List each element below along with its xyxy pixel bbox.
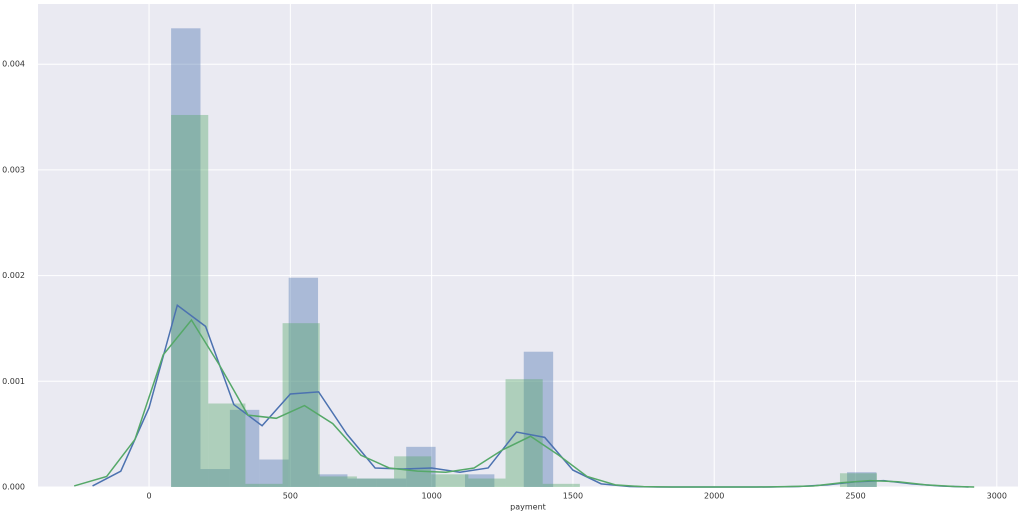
histogram-bar [319, 476, 357, 487]
histogram-bar [208, 403, 246, 487]
y-tick-label: 0.003 [2, 165, 25, 174]
histogram-bar [282, 323, 320, 487]
histogram-bar [523, 351, 554, 487]
histogram-bar [839, 473, 877, 487]
histogram-bar [431, 474, 469, 487]
x-tick-label: 500 [283, 492, 298, 501]
histogram-bar [171, 28, 201, 488]
histogram-bar [318, 474, 348, 487]
x-tick-label: 2500 [845, 492, 865, 501]
x-tick-label: 2000 [704, 492, 724, 501]
y-tick-label: 0.001 [2, 377, 25, 386]
x-tick-label: 1000 [421, 492, 441, 501]
histogram-bar [406, 446, 436, 487]
histogram-bar [229, 409, 260, 487]
histogram-bar [347, 478, 377, 487]
histogram-bar [847, 472, 877, 487]
x-tick-label: 3000 [987, 492, 1007, 501]
histogram-bar [171, 114, 209, 487]
histogram-bar [259, 459, 289, 487]
kde-line [73, 318, 975, 488]
histogram-bar [376, 478, 407, 487]
y-tick-label: 0.000 [2, 483, 25, 492]
histogram-bar [468, 478, 506, 487]
histogram-bar [542, 483, 580, 487]
x-tick-label: 0 [147, 492, 152, 501]
y-tick-label: 0.004 [2, 60, 25, 69]
histogram-bar [245, 483, 283, 487]
plot-background [38, 4, 1018, 487]
histogram-bar [200, 469, 230, 487]
histogram-bar [288, 277, 319, 487]
x-tick-label: 1500 [563, 492, 583, 501]
y-tick-label: 0.002 [2, 271, 25, 280]
histogram-bar [464, 474, 495, 487]
x-axis-label: payment [510, 503, 546, 512]
histogram-bar [356, 478, 395, 487]
